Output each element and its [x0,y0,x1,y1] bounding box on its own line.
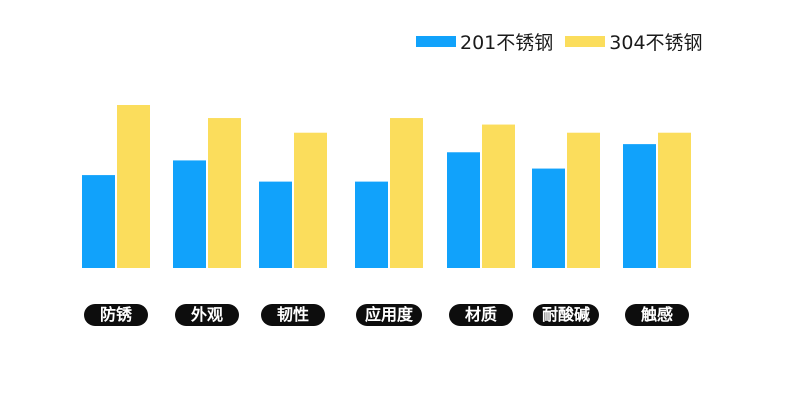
legend-item-304: 304不锈钢 [565,28,703,55]
legend-swatch-304 [565,36,606,47]
bar-304-3 [390,118,423,268]
category-label-3: 应用度 [356,304,422,326]
category-label-2: 韧性 [261,304,325,326]
bar-201-0 [82,175,115,268]
bar-304-1 [208,118,241,268]
category-label-6: 触感 [625,304,689,326]
bar-201-2 [259,181,292,268]
bar-201-3 [355,181,388,268]
bar-201-1 [173,160,206,268]
legend-label-201: 201不锈钢 [460,32,554,54]
category-label-4: 材质 [449,304,513,326]
bars-group [82,105,691,268]
bar-201-4 [447,152,480,268]
legend-swatch-201 [416,36,456,47]
bar-201-5 [532,168,565,268]
category-label-0: 防锈 [84,304,148,326]
category-label-1: 外观 [175,304,239,326]
bar-304-0 [117,105,150,268]
bar-304-5 [567,132,600,268]
bar-201-6 [623,144,656,268]
category-label-5: 耐酸碱 [533,304,599,326]
bar-304-2 [294,132,327,268]
legend-label-304: 304不锈钢 [609,32,703,54]
bar-304-4 [482,124,515,268]
chart-legend: 201不锈钢 304不锈钢 [416,28,715,55]
bar-304-6 [658,132,691,268]
legend-item-201: 201不锈钢 [416,28,553,55]
